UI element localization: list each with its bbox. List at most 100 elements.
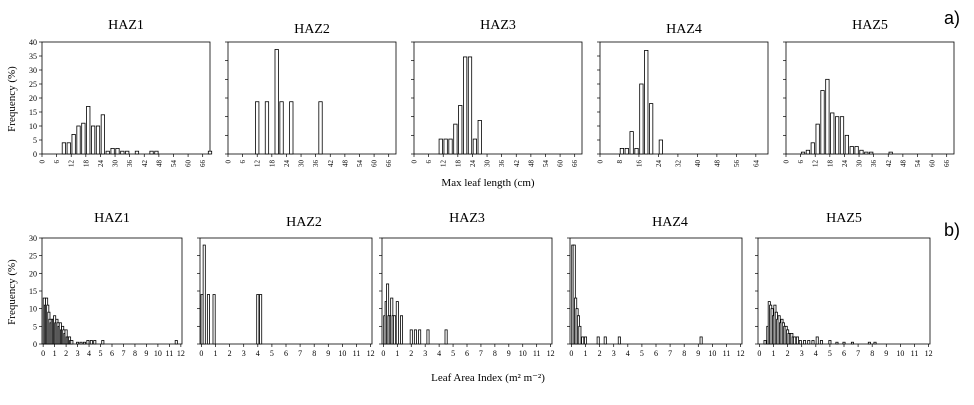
x-tick-label: 60 (185, 160, 193, 168)
x-tick-label: 24 (655, 160, 663, 168)
x-tick-label: 66 (571, 160, 579, 168)
histogram-bar (79, 341, 83, 345)
chart-title: HAZ3 (449, 211, 485, 226)
histogram-bar (81, 122, 86, 155)
histogram-bar (888, 151, 893, 155)
histogram-bar (202, 244, 206, 345)
histogram-bar (820, 90, 825, 155)
x-tick-label: 42 (327, 160, 335, 168)
x-tick-label: 6 (239, 160, 247, 164)
x-tick-label: 18 (82, 160, 90, 168)
x-tick-label: 42 (513, 160, 521, 168)
histogram-bar (844, 134, 849, 155)
x-tick-label: 6 (53, 160, 61, 164)
histogram-bar (86, 106, 91, 155)
chart-panel: HAZ4 0 8 16 24 32 40 48 56 64 (597, 22, 769, 167)
y-tick-label: 5 (33, 136, 37, 145)
histogram-bar (426, 329, 430, 345)
histogram-bar (807, 340, 811, 345)
x-tick-label: 32 (674, 160, 682, 168)
x-tick-label: 64 (752, 160, 760, 168)
x-tick-label: 10 (708, 349, 716, 358)
histogram-bar (584, 336, 588, 345)
x-tick-label: 9 (884, 349, 888, 358)
y-tick-label: 25 (29, 80, 37, 89)
histogram-bar (477, 120, 482, 155)
y-axis-label-a: Frequency (%) (6, 66, 18, 132)
x-tick-label: 24 (841, 160, 849, 168)
y-tick-label: 5 (33, 322, 37, 331)
x-tick-label: 6 (654, 349, 658, 358)
x-tick-label: 24 (283, 160, 291, 168)
histogram-bar (603, 336, 607, 345)
y-tick-label: 35 (29, 52, 37, 61)
y-tick-label: 30 (29, 66, 37, 75)
x-tick-label: 18 (268, 160, 276, 168)
histogram-bar (413, 329, 417, 345)
histogram-bar (125, 150, 130, 155)
x-tick-label: 0 (597, 160, 605, 164)
x-tick-label: 0 (39, 160, 47, 164)
y-tick-label: 0 (33, 150, 37, 159)
histogram-bar (458, 105, 463, 155)
x-tick-label: 40 (694, 160, 702, 168)
x-tick-label: 0 (41, 349, 45, 358)
x-tick-label: 2 (409, 349, 413, 358)
histogram-bar (448, 138, 453, 155)
y-tick-label: 30 (29, 234, 37, 243)
x-tick-label: 1 (395, 349, 399, 358)
x-tick-label: 1 (584, 349, 588, 358)
x-tick-label: 11 (166, 349, 174, 358)
y-axis-label-b: Frequency (%) (6, 259, 18, 325)
histogram-bar (86, 340, 90, 345)
plot-frame (41, 237, 183, 345)
histogram-bar (206, 294, 210, 345)
x-tick-label: 7 (668, 349, 672, 358)
x-tick-label: 56 (733, 160, 741, 168)
y-tick-label: 20 (29, 269, 37, 278)
x-tick-label: 5 (451, 349, 455, 358)
x-tick-label: 0 (225, 160, 233, 164)
x-tick-label: 0 (199, 349, 203, 358)
histogram-bar (393, 315, 397, 345)
histogram-bar (149, 150, 154, 155)
histogram-bar (869, 151, 874, 155)
chart-panel: HAZ2 0 6 12 18 24 30 36 42 48 54 60 66 (225, 22, 397, 167)
x-tick-label: 12 (440, 160, 448, 168)
x-tick-label: 10 (896, 349, 904, 358)
chart-title: HAZ2 (286, 215, 322, 230)
chart-title: HAZ2 (294, 22, 330, 37)
histogram-bar (810, 142, 815, 155)
histogram-bar (617, 336, 621, 345)
histogram-bar (472, 138, 477, 155)
x-tick-label: 18 (826, 160, 834, 168)
x-tick-label: 12 (68, 160, 76, 168)
x-tick-label: 5 (270, 349, 274, 358)
plot-frame (227, 41, 397, 155)
x-tick-label: 48 (713, 160, 721, 168)
histogram-bar (82, 341, 86, 345)
x-tick-label: 5 (640, 349, 644, 358)
x-tick-label: 6 (797, 160, 805, 164)
histogram-bar (105, 150, 110, 155)
x-tick-label: 10 (154, 349, 162, 358)
y-tick-label: 25 (29, 252, 37, 261)
histogram-bar (639, 83, 644, 155)
x-tick-label: 5 (99, 349, 103, 358)
x-axis-label-b: Leaf Area Index (m² m⁻²) (431, 372, 545, 384)
x-tick-label: 1 (214, 349, 218, 358)
histogram-bar (793, 336, 797, 345)
x-tick-label: 6 (425, 160, 433, 164)
x-tick-label: 54 (170, 160, 178, 168)
histogram-bar (71, 133, 76, 155)
x-tick-label: 0 (783, 160, 791, 164)
x-tick-label: 7 (856, 349, 860, 358)
x-tick-label: 54 (542, 160, 550, 168)
x-tick-label: 60 (371, 160, 379, 168)
x-tick-label: 36 (870, 160, 878, 168)
plot-frame (199, 237, 373, 345)
x-tick-label: 7 (298, 349, 302, 358)
histogram-bar (873, 341, 877, 345)
